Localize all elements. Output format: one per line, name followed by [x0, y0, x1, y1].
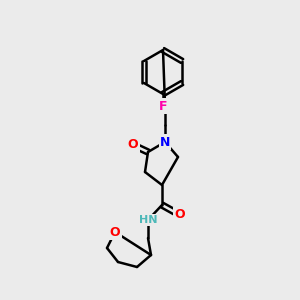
Text: O: O	[110, 226, 120, 238]
Text: O: O	[175, 208, 185, 221]
Text: HN: HN	[139, 215, 157, 225]
Text: N: N	[160, 136, 170, 148]
Text: O: O	[128, 139, 138, 152]
Text: F: F	[159, 100, 167, 112]
